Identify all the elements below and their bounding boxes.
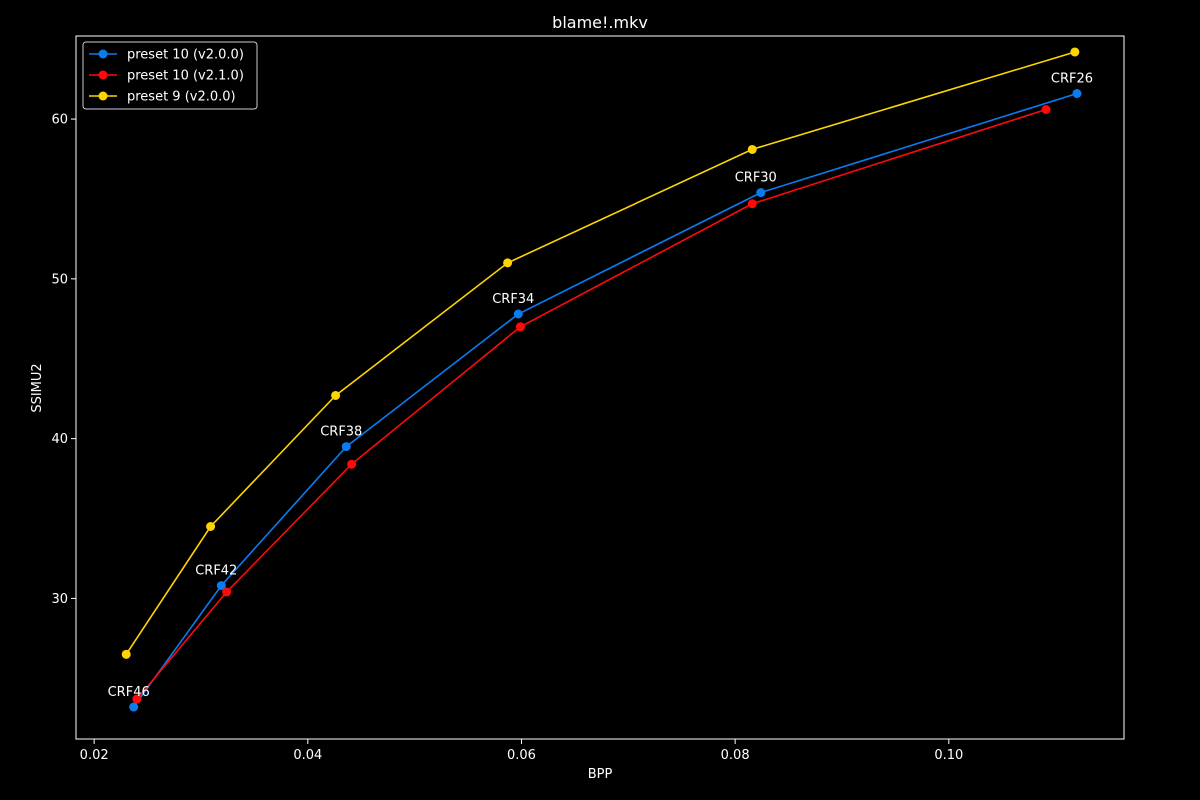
- y-tick-label: 40: [51, 432, 68, 447]
- x-tick-label: 0.04: [293, 748, 322, 763]
- chart-title: blame!.mkv: [552, 13, 648, 32]
- data-point-series-2: [1041, 104, 1051, 114]
- data-point-series-2: [515, 322, 525, 332]
- data-point-series-2: [747, 199, 757, 209]
- legend: preset 10 (v2.0.0) preset 10 (v2.1.0) pres…: [82, 41, 258, 110]
- crf-annotation: CRF30: [735, 171, 777, 186]
- y-tick-label: 60: [51, 113, 68, 128]
- crf-annotation: CRF46: [108, 685, 150, 700]
- data-point-series-1: [129, 702, 139, 712]
- y-tick-label: 50: [51, 272, 68, 287]
- legend-marker: [98, 49, 108, 59]
- data-point-series-1: [341, 442, 351, 452]
- crf-annotation: CRF38: [320, 425, 362, 440]
- data-point-series-1: [216, 581, 226, 591]
- data-point-series-2: [132, 694, 142, 704]
- data-point-series-3: [503, 258, 513, 268]
- data-point-series-3: [331, 390, 341, 400]
- data-point-series-3: [206, 522, 216, 532]
- data-point-series-2: [347, 459, 357, 469]
- x-tick-label: 0.08: [721, 748, 750, 763]
- crf-annotation: CRF42: [195, 564, 237, 579]
- y-tick-label: 30: [51, 592, 68, 607]
- legend-label: preset 10 (v2.1.0): [127, 69, 244, 84]
- x-tick-label: 0.06: [507, 748, 536, 763]
- y-axis-label: SSIMU2: [30, 363, 45, 412]
- legend-box: [82, 41, 258, 110]
- data-point-series-1: [756, 188, 766, 198]
- data-point-series-3: [747, 144, 757, 154]
- series-line-2: [136, 108, 1047, 700]
- legend-marker: [98, 91, 108, 101]
- plot-area: 0.02 0.04 0.06 0.08 0.10 30 40 50 60 CRF46 CRF42 CR…: [51, 35, 1125, 763]
- data-point-series-3: [121, 649, 131, 659]
- x-axis-label: BPP: [588, 767, 613, 782]
- data-point-series-3: [1070, 47, 1080, 57]
- data-point-series-2: [222, 587, 232, 597]
- x-tick-label: 0.02: [80, 748, 109, 763]
- legend-label: preset 10 (v2.0.0): [127, 48, 244, 63]
- data-point-series-1: [1072, 89, 1082, 99]
- data-point-series-1: [513, 309, 523, 319]
- legend-marker: [98, 70, 108, 80]
- crf-annotation: CRF34: [492, 292, 534, 307]
- x-tick-label: 0.10: [934, 748, 963, 763]
- series-line-1: [133, 92, 1078, 708]
- plot-frame: [75, 35, 1125, 740]
- crf-annotation: CRF26: [1051, 72, 1093, 87]
- legend-label: preset 9 (v2.0.0): [127, 90, 236, 105]
- series-line-3: [125, 51, 1076, 655]
